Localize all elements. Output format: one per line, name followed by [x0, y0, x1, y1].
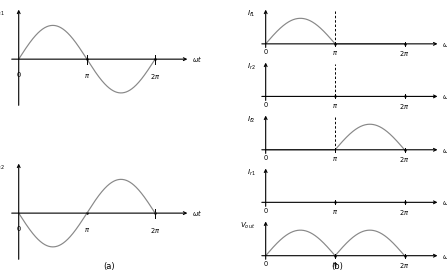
Text: $I_{f2}$: $I_{f2}$	[247, 115, 256, 125]
Text: $\pi$: $\pi$	[332, 208, 338, 216]
Text: $\omega t$: $\omega t$	[192, 208, 202, 218]
Text: $\pi$: $\pi$	[332, 261, 338, 269]
Text: $\omega t$: $\omega t$	[442, 197, 447, 207]
Text: $2\pi$: $2\pi$	[150, 72, 160, 81]
Text: 0: 0	[17, 72, 21, 78]
Text: 0: 0	[17, 226, 21, 232]
Text: $\pi$: $\pi$	[84, 226, 90, 234]
Text: $V_{s2}$: $V_{s2}$	[0, 162, 6, 172]
Text: 0: 0	[264, 102, 268, 108]
Text: 0: 0	[264, 155, 268, 161]
Text: $2\pi$: $2\pi$	[400, 49, 410, 58]
Text: $\pi$: $\pi$	[332, 155, 338, 164]
Text: 0: 0	[264, 261, 268, 267]
Text: $2\pi$: $2\pi$	[400, 155, 410, 164]
Text: $I_{r1}$: $I_{r1}$	[247, 168, 256, 178]
Text: $\omega t$: $\omega t$	[442, 145, 447, 155]
Text: 0: 0	[264, 208, 268, 214]
Text: $\omega t$: $\omega t$	[442, 91, 447, 101]
Text: $\pi$: $\pi$	[332, 49, 338, 58]
Text: $2\pi$: $2\pi$	[400, 102, 410, 111]
Text: $\omega t$: $\omega t$	[442, 251, 447, 261]
Text: $V_{out}$: $V_{out}$	[240, 221, 256, 231]
Text: $2\pi$: $2\pi$	[400, 208, 410, 217]
Text: $\pi$: $\pi$	[84, 72, 90, 80]
Text: (b): (b)	[332, 262, 343, 271]
Text: $\pi$: $\pi$	[332, 102, 338, 110]
Text: 0: 0	[264, 49, 268, 55]
Text: $2\pi$: $2\pi$	[150, 226, 160, 235]
Text: $V_{s1}$: $V_{s1}$	[0, 8, 6, 18]
Text: $\omega t$: $\omega t$	[442, 39, 447, 49]
Text: $\omega t$: $\omega t$	[192, 54, 202, 64]
Text: $I_{f1}$: $I_{f1}$	[247, 9, 256, 19]
Text: $I_{r2}$: $I_{r2}$	[247, 62, 256, 72]
Text: (a): (a)	[104, 262, 115, 271]
Text: $2\pi$: $2\pi$	[400, 261, 410, 270]
